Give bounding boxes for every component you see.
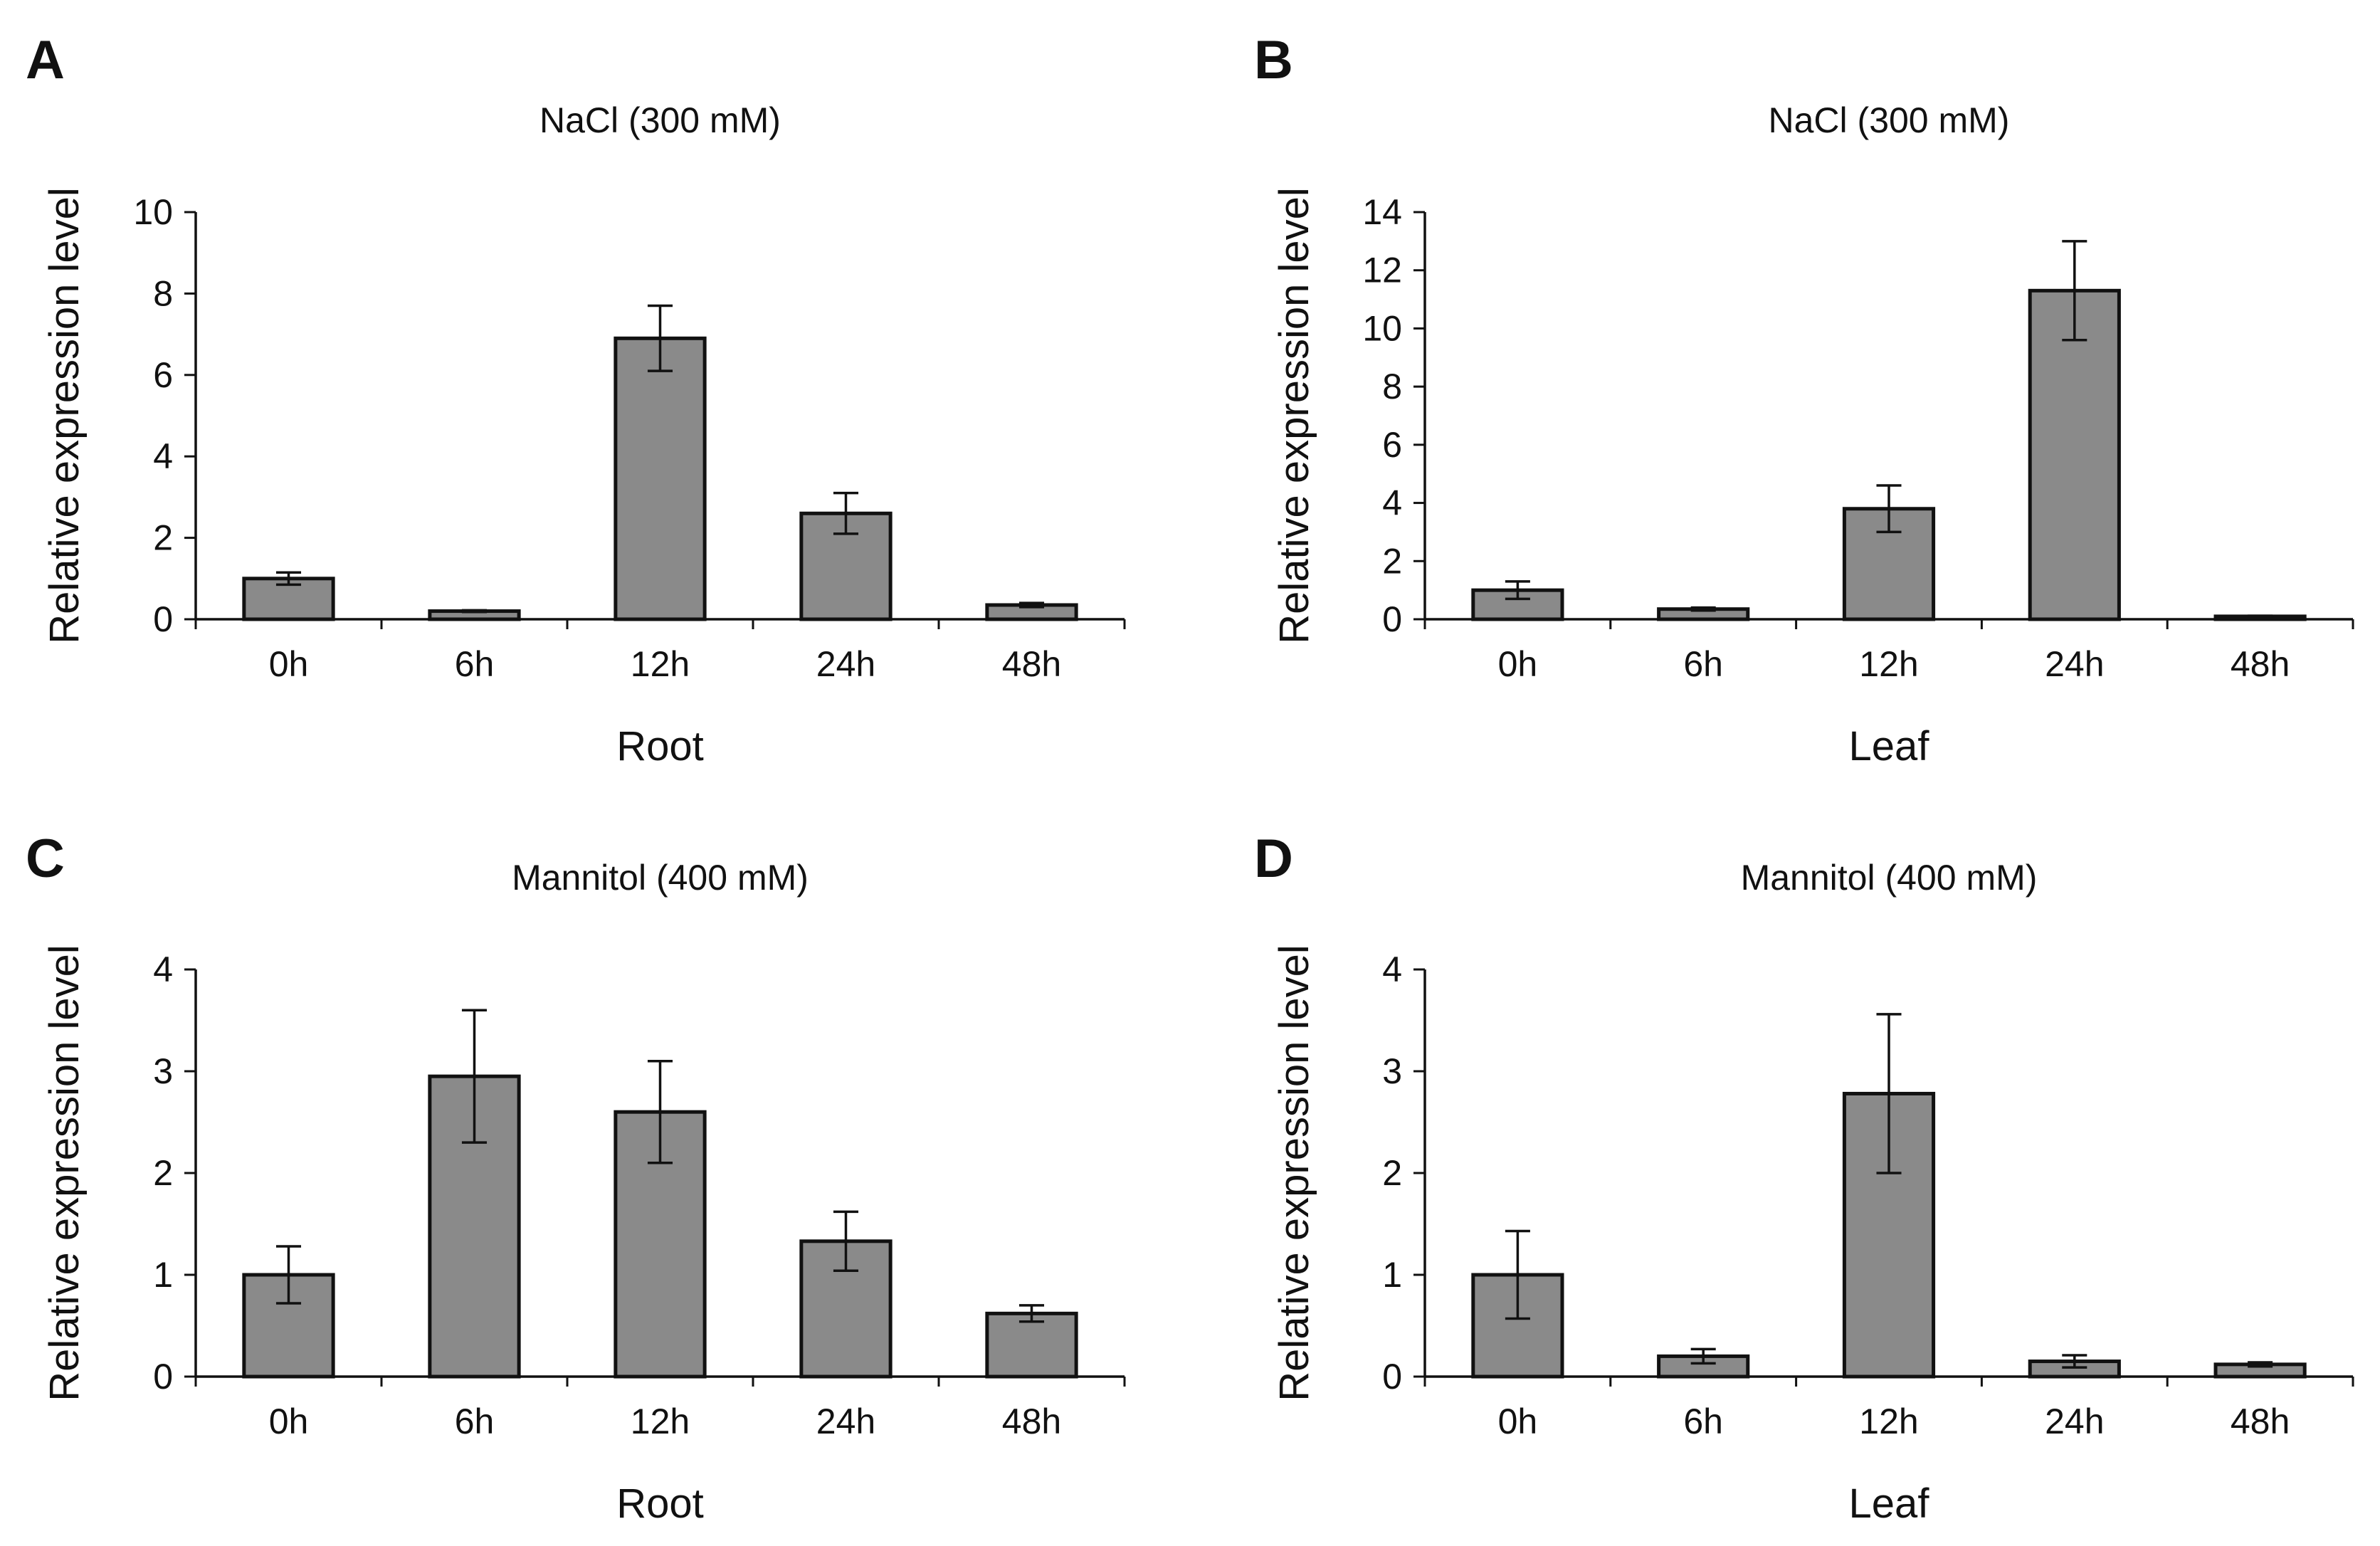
x-tick-label-b: 0h bbox=[1498, 644, 1538, 684]
y-tick-label-b: 12 bbox=[1362, 251, 1402, 290]
x-tick-label-c: 12h bbox=[631, 1402, 690, 1441]
x-tick-label-b: 6h bbox=[1683, 644, 1723, 684]
y-tick-label-b: 2 bbox=[1382, 541, 1402, 581]
x-axis-label-b: Leaf bbox=[1849, 723, 1930, 769]
x-tick-label-a: 6h bbox=[455, 644, 495, 684]
bar-b-24h bbox=[2028, 288, 2121, 621]
y-tick-label-b: 4 bbox=[1382, 483, 1402, 523]
y-tick-label-d: 4 bbox=[1382, 950, 1402, 989]
bar-a-12h bbox=[614, 336, 707, 621]
y-tick-label-b: 10 bbox=[1362, 308, 1402, 348]
x-tick-label-d: 48h bbox=[2231, 1402, 2290, 1441]
panel-letter-a: A bbox=[26, 30, 65, 90]
x-axis-label-a: Root bbox=[616, 723, 704, 769]
x-tick-label-c: 0h bbox=[269, 1402, 309, 1441]
y-tick-label-c: 0 bbox=[153, 1357, 173, 1397]
y-tick-label-b: 14 bbox=[1362, 192, 1402, 232]
plot-area-b: 0 2 4 6 8 10 12 14 0h 6h 12h 24h 48h bbox=[1362, 192, 2354, 684]
y-tick-label-a: 0 bbox=[153, 599, 173, 639]
y-tick-label-b: 8 bbox=[1382, 367, 1402, 406]
x-tick-label-a: 12h bbox=[631, 644, 690, 684]
y-tick-label-d: 0 bbox=[1382, 1357, 1402, 1397]
panel-d: D Mannitol (400 mM) Relative expression … bbox=[1254, 829, 2354, 1527]
plot-area-c: 0 1 2 3 4 0h 6h 12h 24h 48h bbox=[153, 950, 1126, 1441]
panel-letter-c: C bbox=[26, 829, 65, 889]
y-tick-label-c: 2 bbox=[153, 1153, 173, 1193]
y-tick-label-d: 3 bbox=[1382, 1051, 1402, 1091]
y-tick-label-c: 1 bbox=[153, 1255, 173, 1295]
x-tick-label-a: 48h bbox=[1002, 644, 1061, 684]
x-tick-label-b: 12h bbox=[1859, 644, 1918, 684]
y-axis-label-a: Relative expression level bbox=[41, 187, 88, 644]
panel-letter-d: D bbox=[1254, 829, 1293, 889]
x-tick-label-d: 0h bbox=[1498, 1402, 1538, 1441]
x-tick-label-c: 24h bbox=[816, 1402, 875, 1441]
y-tick-label-a: 4 bbox=[153, 436, 173, 476]
x-tick-label-d: 24h bbox=[2045, 1402, 2104, 1441]
chart-title-c: Mannitol (400 mM) bbox=[512, 858, 809, 898]
y-tick-label-b: 0 bbox=[1382, 599, 1402, 639]
bar-a-0h bbox=[242, 577, 335, 621]
y-axis-label-c: Relative expression level bbox=[41, 945, 88, 1402]
bar-d-6h bbox=[1657, 1354, 1750, 1379]
y-tick-label-b: 6 bbox=[1382, 425, 1402, 465]
y-tick-label-d: 2 bbox=[1382, 1153, 1402, 1193]
chart-title-d: Mannitol (400 mM) bbox=[1741, 858, 2038, 898]
chart-title-b: NaCl (300 mM) bbox=[1769, 100, 2010, 140]
panel-b: B NaCl (300 mM) Relative expression leve… bbox=[1254, 30, 2354, 769]
x-tick-label-b: 24h bbox=[2045, 644, 2104, 684]
y-tick-label-a: 6 bbox=[153, 355, 173, 395]
x-tick-label-b: 48h bbox=[2231, 644, 2290, 684]
chart-title-a: NaCl (300 mM) bbox=[539, 100, 781, 140]
y-tick-label-a: 2 bbox=[153, 518, 173, 558]
plot-area-d: 0 1 2 3 4 0h 6h 12h 24h 48h bbox=[1382, 950, 2354, 1441]
y-tick-label-c: 3 bbox=[153, 1051, 173, 1091]
y-axis-label-b: Relative expression level bbox=[1271, 187, 1317, 644]
y-tick-label-a: 8 bbox=[153, 273, 173, 313]
panel-a: A NaCl (300 mM) Relative expression leve… bbox=[26, 30, 1126, 769]
x-axis-label-d: Leaf bbox=[1849, 1481, 1930, 1527]
y-tick-label-a: 10 bbox=[133, 192, 173, 232]
x-tick-label-c: 48h bbox=[1002, 1402, 1061, 1441]
y-axis-label-d: Relative expression level bbox=[1271, 945, 1317, 1402]
panel-letter-b: B bbox=[1254, 30, 1293, 90]
x-tick-label-d: 12h bbox=[1859, 1402, 1918, 1441]
y-tick-label-d: 1 bbox=[1382, 1255, 1402, 1295]
x-tick-label-a: 0h bbox=[269, 644, 309, 684]
bar-c-48h bbox=[985, 1311, 1078, 1379]
bar-c-24h bbox=[799, 1239, 892, 1379]
x-tick-label-c: 6h bbox=[455, 1402, 495, 1441]
x-axis-label-c: Root bbox=[616, 1481, 704, 1527]
y-tick-label-c: 4 bbox=[153, 950, 173, 989]
plot-area-a: 0 2 4 6 8 10 0h 6h 12h 24h 48h bbox=[133, 192, 1126, 684]
panel-c: C Mannitol (400 mM) Relative expression … bbox=[26, 829, 1126, 1527]
x-tick-label-a: 24h bbox=[816, 644, 875, 684]
x-tick-label-d: 6h bbox=[1683, 1402, 1723, 1441]
